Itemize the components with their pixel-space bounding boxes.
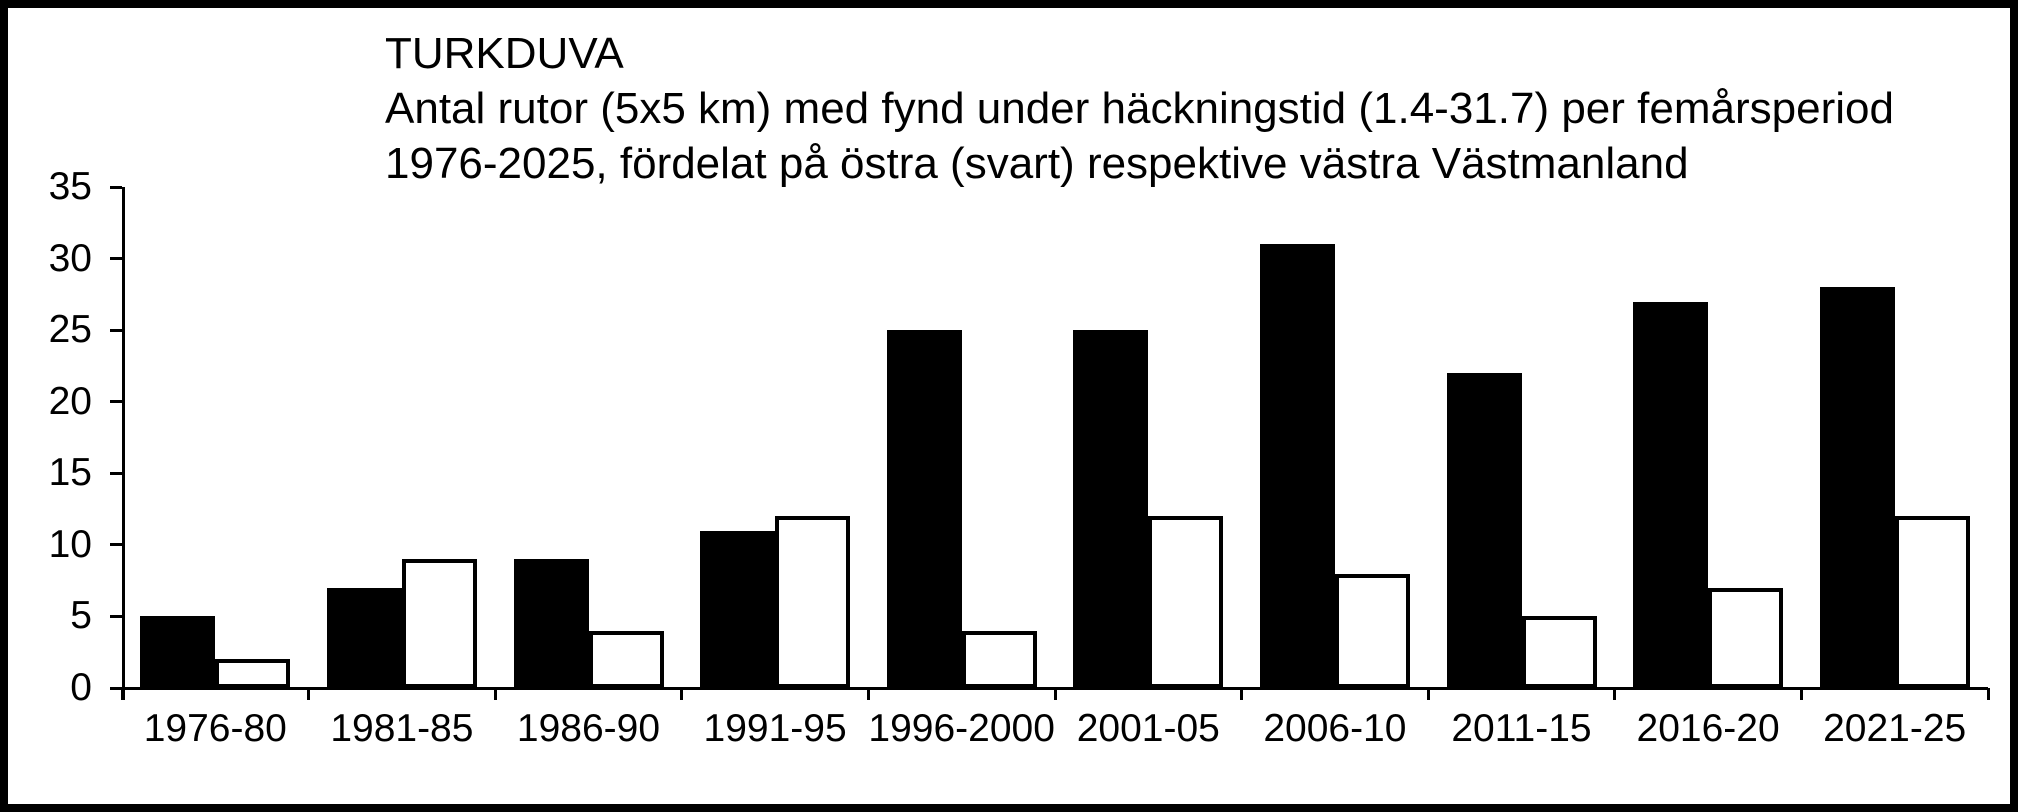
- bar-vastra-white: [588, 630, 664, 688]
- y-tick-mark: [110, 471, 122, 475]
- bar-vastra-white: [1148, 516, 1224, 688]
- x-category-label: 2021-25: [1823, 707, 1967, 750]
- y-tick-mark: [110, 328, 122, 332]
- y-tick-label: 35: [48, 165, 92, 208]
- x-tick-mark: [307, 688, 311, 700]
- bar-ostra-black: [1259, 244, 1335, 688]
- y-tick-mark: [110, 543, 122, 547]
- y-tick-mark: [110, 185, 122, 189]
- chart-subtitle-line-1: Antal rutor (5x5 km) med fynd under häck…: [385, 84, 1894, 133]
- bar-vastra-white: [1708, 587, 1784, 688]
- x-tick-mark: [1426, 688, 1430, 700]
- bar-ostra-black: [886, 330, 962, 688]
- y-tick-label: 30: [48, 236, 92, 280]
- bar-ostra-black: [1073, 330, 1149, 688]
- y-axis: [122, 187, 125, 700]
- y-tick-mark: [110, 686, 122, 690]
- plot-area: 0 5 10 15 20 25 30 35 1976-80 1981-85 1986-90 1991…: [49, 165, 1990, 750]
- x-category-label: 1991-95: [703, 707, 847, 750]
- x-category-label: 1996-2000: [868, 707, 1055, 750]
- bar-vastra-white: [1334, 573, 1410, 688]
- x-tick-mark: [1986, 688, 1990, 700]
- x-category-label: 1986-90: [516, 707, 661, 750]
- bar-ostra-black: [140, 616, 216, 688]
- bar-ostra-black: [1819, 287, 1895, 688]
- bar-ostra-black: [1633, 301, 1709, 688]
- x-category-label: 2006-10: [1263, 707, 1407, 750]
- bar-vastra-white: [215, 659, 291, 688]
- x-tick-mark: [680, 688, 684, 700]
- y-tick-label: 20: [48, 379, 92, 423]
- y-tick-label: 10: [48, 522, 92, 566]
- x-category-label: 1976-80: [143, 707, 287, 750]
- y-tick-mark: [110, 400, 122, 404]
- y-tick-mark: [110, 614, 122, 618]
- chart-subtitle-line-2: 1976-2025, fördelat på östra (svart) res…: [385, 139, 1689, 188]
- bar-vastra-white: [1894, 516, 1970, 688]
- x-category-label: 2011-15: [1451, 707, 1592, 750]
- bar-vastra-white: [961, 630, 1037, 688]
- bar-ostra-black: [1446, 373, 1522, 688]
- bar-vastra-white: [401, 559, 477, 688]
- x-tick-mark: [1240, 688, 1244, 700]
- y-tick-label: 15: [48, 451, 92, 495]
- x-tick-mark: [120, 688, 124, 700]
- x-tick-mark: [493, 688, 497, 700]
- x-category-label: 2001-05: [1076, 707, 1220, 750]
- bar-ostra-black: [513, 559, 589, 688]
- x-tick-mark: [1613, 688, 1617, 700]
- bar-vastra-white: [775, 516, 851, 688]
- bar-vastra-white: [1521, 616, 1597, 688]
- y-tick-label: 0: [70, 666, 92, 709]
- x-tick-mark: [1799, 688, 1803, 700]
- y-tick-label: 5: [70, 594, 92, 638]
- y-tick-mark: [110, 257, 122, 261]
- chart-title-block: TURKDUVA Antal rutor (5x5 km) med fynd u…: [385, 26, 1985, 191]
- chart-title: TURKDUVA: [385, 29, 624, 78]
- x-tick-mark: [866, 688, 870, 700]
- bar-ostra-black: [700, 530, 776, 688]
- x-category-label: 1981-85: [330, 707, 474, 750]
- bar-ostra-black: [326, 587, 402, 688]
- x-tick-mark: [1053, 688, 1057, 700]
- x-category-label: 2016-20: [1636, 707, 1780, 750]
- y-tick-label: 25: [48, 308, 92, 352]
